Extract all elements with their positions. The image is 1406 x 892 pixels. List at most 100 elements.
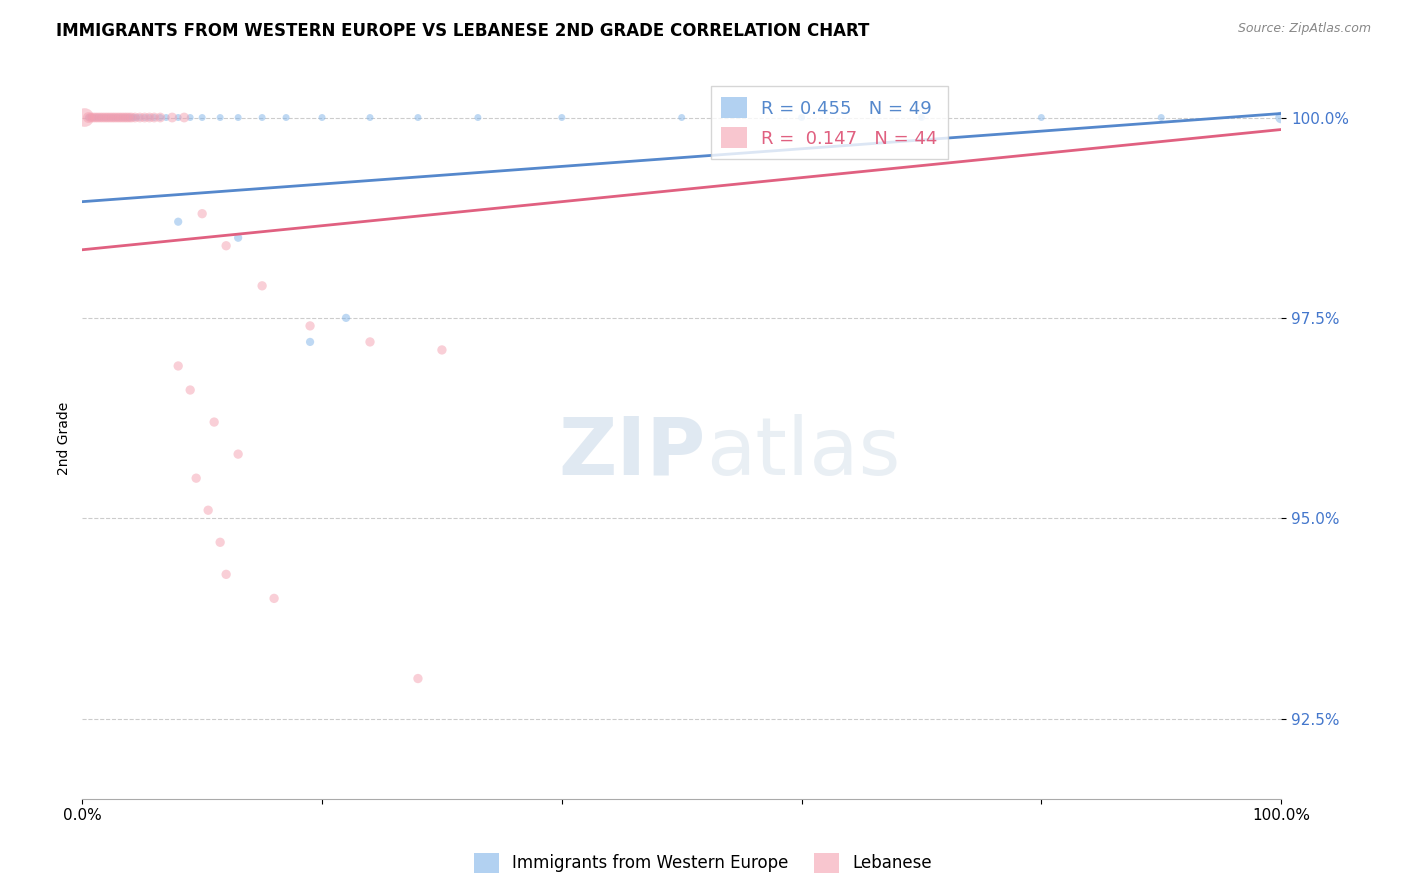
Point [120, 111, 142, 125]
Point [82, 111, 104, 125]
Point [118, 111, 141, 125]
Point [96, 111, 118, 125]
Point [406, 672, 429, 686]
Point [105, 111, 128, 125]
Point [118, 111, 141, 125]
Point [250, 278, 273, 293]
Point [134, 111, 156, 125]
Point [115, 111, 138, 125]
Point [77, 111, 100, 125]
Point [179, 383, 201, 397]
Point [197, 503, 219, 517]
Point [108, 111, 131, 125]
Point [167, 215, 190, 229]
Point [108, 111, 131, 125]
Point [299, 318, 322, 333]
Point [89, 111, 111, 125]
Point [202, 415, 225, 429]
Point [122, 111, 145, 125]
Point [84, 111, 107, 125]
Point [250, 111, 273, 125]
Point [91, 111, 114, 125]
Point [191, 207, 214, 221]
Point [790, 111, 813, 125]
Point [94, 111, 117, 125]
Point [173, 111, 195, 125]
Point [77, 111, 100, 125]
Point [167, 111, 190, 125]
Legend: R = 0.455   N = 49, R =  0.147   N = 44: R = 0.455 N = 49, R = 0.147 N = 44 [710, 87, 949, 159]
Point [138, 111, 160, 125]
Point [430, 343, 453, 357]
Point [111, 111, 134, 125]
Point [98, 111, 121, 125]
Point [87, 111, 110, 125]
Point [1270, 111, 1292, 125]
Point [179, 111, 201, 125]
Point [671, 111, 693, 125]
Y-axis label: 2nd Grade: 2nd Grade [58, 401, 72, 475]
Point [84, 111, 107, 125]
Point [112, 111, 135, 125]
Point [299, 334, 322, 349]
Point [138, 111, 160, 125]
Text: ZIP: ZIP [558, 414, 706, 491]
Point [910, 111, 932, 125]
Point [274, 111, 297, 125]
Point [134, 111, 156, 125]
Point [167, 359, 190, 373]
Point [112, 111, 135, 125]
Text: atlas: atlas [706, 414, 900, 491]
Point [115, 111, 138, 125]
Point [98, 111, 121, 125]
Point [89, 111, 111, 125]
Point [160, 111, 183, 125]
Point [82, 111, 104, 125]
Point [149, 111, 172, 125]
Text: IMMIGRANTS FROM WESTERN EUROPE VS LEBANESE 2ND GRADE CORRELATION CHART: IMMIGRANTS FROM WESTERN EUROPE VS LEBANE… [56, 22, 870, 40]
Point [335, 310, 357, 325]
Point [128, 111, 150, 125]
Point [311, 111, 333, 125]
Point [359, 334, 381, 349]
Point [128, 111, 150, 125]
Point [1150, 111, 1173, 125]
Point [79, 111, 101, 125]
Point [124, 111, 146, 125]
Point [91, 111, 114, 125]
Point [191, 111, 214, 125]
Point [226, 231, 249, 245]
Point [215, 567, 238, 582]
Point [209, 111, 232, 125]
Point [143, 111, 166, 125]
Point [105, 111, 128, 125]
Point [215, 239, 238, 253]
Point [149, 111, 172, 125]
Text: Source: ZipAtlas.com: Source: ZipAtlas.com [1237, 22, 1371, 36]
Point [79, 111, 101, 125]
Point [263, 591, 285, 606]
Point [125, 111, 148, 125]
Point [94, 111, 117, 125]
Point [143, 111, 166, 125]
Point [101, 111, 124, 125]
Point [104, 111, 127, 125]
Point [120, 111, 142, 125]
Point [101, 111, 124, 125]
Point [226, 447, 249, 461]
Point [87, 111, 110, 125]
Point [186, 471, 208, 485]
Point [104, 111, 127, 125]
Point [96, 111, 118, 125]
Legend: Immigrants from Western Europe, Lebanese: Immigrants from Western Europe, Lebanese [468, 847, 938, 880]
Point [359, 111, 381, 125]
Point [467, 111, 489, 125]
Point [551, 111, 574, 125]
Point [73, 111, 96, 125]
Point [406, 111, 429, 125]
Point [111, 111, 134, 125]
Point [209, 535, 232, 549]
Point [226, 111, 249, 125]
Point [1031, 111, 1053, 125]
Point [155, 111, 177, 125]
